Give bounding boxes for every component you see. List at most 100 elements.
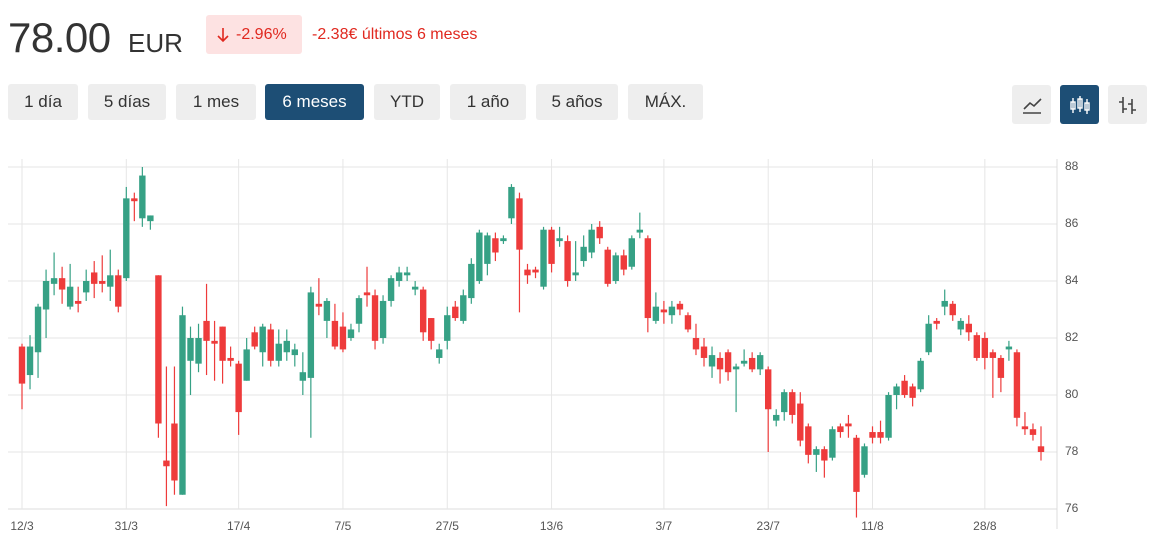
candle-body: [211, 340, 218, 344]
candle-body: [821, 449, 828, 461]
candle-body: [660, 309, 668, 313]
y-tick-label: 88: [1065, 159, 1079, 173]
candle-body: [387, 278, 395, 301]
candle-body: [901, 380, 908, 395]
currency: EUR: [128, 28, 183, 58]
x-tick-label: 13/6: [540, 519, 564, 533]
range-button-active[interactable]: 6 meses: [265, 84, 364, 120]
candle-body: [147, 215, 154, 222]
candle-body: [861, 446, 868, 475]
candle-body: [26, 346, 34, 376]
x-tick-label: 23/7: [757, 519, 781, 533]
candle-body: [805, 426, 812, 455]
range-button[interactable]: 5 años: [536, 84, 618, 120]
candle-body: [347, 329, 355, 338]
candle-body: [508, 186, 515, 219]
candle-body: [139, 175, 146, 219]
candle-body: [925, 323, 932, 353]
candle-body: [548, 229, 555, 264]
candle-chart-button[interactable]: [1060, 85, 1099, 124]
candle-body: [556, 238, 563, 242]
candle-body: [797, 403, 804, 441]
candle-body: [339, 326, 347, 350]
candle-body: [676, 303, 684, 310]
candle-body: [540, 229, 547, 287]
line-chart-button[interactable]: [1012, 85, 1051, 124]
range-button[interactable]: 1 mes: [176, 84, 256, 120]
ohlc-chart-button[interactable]: [1108, 85, 1147, 124]
candle-body: [403, 272, 411, 276]
candle-body: [235, 363, 242, 413]
candle-body: [243, 349, 250, 381]
candle-body: [781, 392, 788, 413]
candle-body: [259, 326, 266, 353]
candle-body: [115, 275, 122, 307]
candle-body: [909, 386, 916, 398]
candle-body: [1013, 352, 1021, 418]
candle-body: [74, 300, 82, 304]
candle-body: [700, 346, 708, 358]
candle-body: [756, 355, 764, 370]
candle-body: [949, 303, 956, 316]
candle-body: [227, 357, 234, 361]
candle-body: [933, 320, 940, 324]
candle-body: [58, 278, 66, 290]
candle-body: [436, 349, 443, 358]
x-tick-label: 31/3: [115, 519, 139, 533]
y-tick-label: 80: [1065, 387, 1079, 401]
change-percent: -2.96%: [236, 26, 287, 43]
candle-body: [524, 269, 531, 276]
x-tick-label: 7/5: [335, 519, 352, 533]
x-tick-label: 3/7: [656, 519, 673, 533]
candle-body: [492, 238, 499, 253]
candle-body: [323, 300, 331, 321]
candle-body: [628, 238, 635, 267]
candle-body: [251, 332, 258, 347]
candle-body: [18, 346, 26, 384]
candle-body: [740, 360, 748, 364]
candle-body: [532, 269, 539, 273]
range-button[interactable]: 1 día: [8, 84, 78, 120]
candle-body: [789, 392, 796, 415]
change-badge: -2.96%: [206, 15, 302, 54]
candle-body: [1021, 426, 1029, 430]
range-button[interactable]: 1 año: [450, 84, 526, 120]
candle-body: [773, 414, 780, 421]
candle-body: [813, 449, 820, 455]
candle-body: [668, 306, 676, 316]
candle-body: [708, 355, 716, 367]
candle-body: [460, 295, 467, 321]
candle-body: [644, 238, 652, 319]
candle-body: [371, 295, 379, 341]
y-tick-label: 82: [1065, 330, 1079, 344]
candle-body: [652, 306, 660, 321]
candle-body: [1005, 346, 1013, 350]
x-tick-label: 28/8: [973, 519, 997, 533]
candle-body: [853, 437, 860, 492]
candle-body: [612, 255, 619, 281]
candle-body: [965, 323, 972, 333]
candle-body: [444, 315, 451, 341]
candle-body: [877, 432, 884, 438]
candle-body: [684, 315, 692, 330]
x-tick-label: 12/3: [10, 519, 34, 533]
change-absolute: -2.38€ últimos 6 meses: [312, 26, 478, 43]
candle-body: [131, 198, 138, 202]
candle-body: [203, 320, 210, 341]
candle-body: [997, 357, 1005, 378]
range-button[interactable]: 5 días: [88, 84, 166, 120]
candle-body: [99, 281, 106, 284]
candle-body: [829, 429, 836, 458]
range-button[interactable]: MÁX.: [628, 84, 703, 120]
candle-body: [692, 338, 700, 350]
candle-body: [500, 238, 507, 242]
range-button[interactable]: YTD: [374, 84, 440, 120]
y-tick-label: 78: [1065, 444, 1079, 458]
candle-body: [989, 352, 997, 358]
candle-body: [363, 292, 371, 296]
candle-body: [476, 232, 483, 281]
candle-body: [596, 226, 603, 239]
candle-body: [604, 249, 611, 284]
candle-body: [66, 286, 74, 307]
